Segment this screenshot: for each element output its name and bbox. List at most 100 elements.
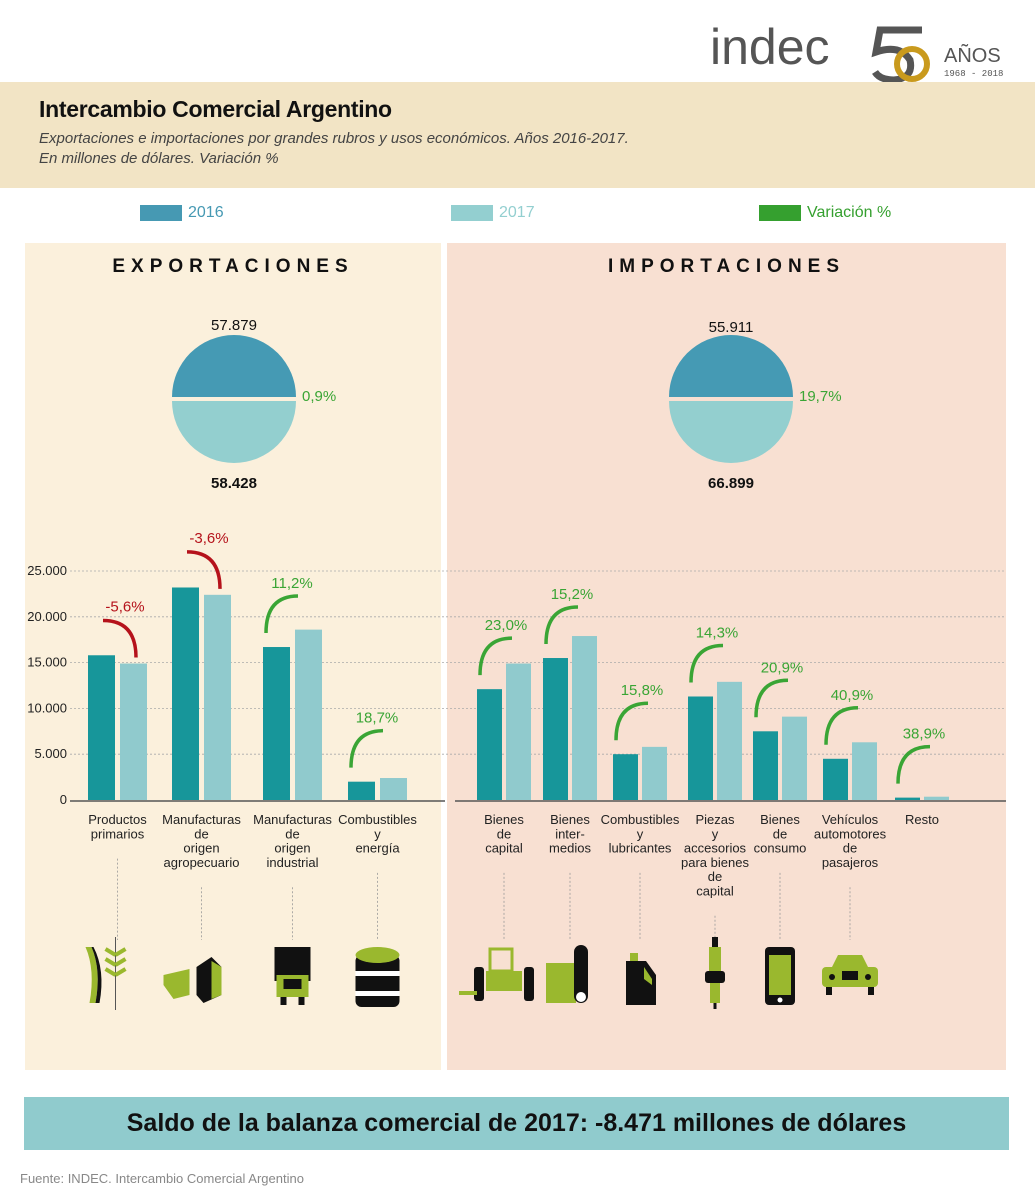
category-label: Piezas: [695, 812, 735, 827]
y-tick-label: 25.000: [27, 563, 67, 578]
variation-label: 18,7%: [356, 710, 399, 727]
page-title: Intercambio Comercial Argentino: [39, 96, 392, 122]
variation-arc: [614, 701, 649, 741]
bar-2016: [895, 797, 920, 800]
subtitle: Exportaciones e importaciones por grande…: [39, 130, 629, 147]
variation-label: -3,6%: [189, 530, 228, 547]
bar-2016: [172, 587, 199, 800]
category-label: y: [712, 826, 719, 841]
fish-wheat-icon: [85, 937, 127, 1010]
logo-years: 1968 - 2018: [944, 69, 1003, 79]
variation-arc: [824, 706, 859, 745]
variation-arc: [544, 605, 579, 645]
imports-variation: 19,7%: [799, 388, 842, 405]
category-label: energía: [355, 841, 400, 856]
category-label: para bienes: [681, 855, 749, 870]
variation-arc: [264, 594, 299, 634]
category-label: Bienes: [484, 812, 524, 827]
bar-2016: [543, 658, 568, 800]
logo-anos: AÑOS: [944, 43, 1001, 67]
source-note: Fuente: INDEC. Intercambio Comercial Arg…: [20, 1171, 304, 1186]
bar-2016: [688, 696, 713, 800]
variation-arc: [102, 618, 138, 658]
bar-2016: [823, 758, 848, 800]
bar-2017: [852, 742, 877, 800]
roll-icon: [546, 945, 588, 1003]
tractor-icon: [459, 947, 534, 1001]
category-label: Manufacturas: [162, 812, 241, 827]
legend-item-variation: Variación %: [759, 204, 891, 222]
legend-swatch: [451, 205, 493, 221]
category-label: industrial: [266, 855, 318, 870]
category-label: capital: [485, 841, 523, 856]
y-tick-label: 20.000: [27, 609, 67, 624]
category-label: Combustibles: [601, 812, 680, 827]
exports-pie: 57.879 58.428 0,9%: [172, 317, 336, 492]
legend-label: 2016: [188, 204, 224, 221]
category-label: Vehículos: [822, 812, 879, 827]
variation-label: 23,0%: [485, 617, 528, 634]
variation-label: 11,2%: [271, 575, 312, 592]
category-label: agropecuario: [164, 855, 240, 870]
exports-title: EXPORTACIONES: [112, 256, 354, 277]
legend-swatch: [759, 205, 801, 221]
category-label: consumo: [754, 841, 807, 856]
legend-item-2017: 2017: [451, 204, 535, 222]
category-label: Combustibles: [338, 812, 417, 827]
bar-2016: [753, 731, 778, 800]
category-label: Resto: [905, 812, 939, 827]
variation-label: 40,9%: [831, 687, 874, 704]
bar-2017: [295, 629, 322, 800]
category-label: de: [497, 826, 511, 841]
category-label: Manufacturas: [253, 812, 332, 827]
category-label: de: [194, 826, 208, 841]
imports-total-2017: 66.899: [708, 475, 754, 492]
bar-2017: [204, 594, 231, 800]
category-label: y: [374, 826, 381, 841]
variation-arc: [689, 643, 724, 683]
bar-2016: [263, 647, 290, 800]
logo-wordmark: indec: [710, 19, 830, 75]
category-label: Bienes: [760, 812, 800, 827]
bar-2016: [477, 689, 502, 800]
oil-jug-icon: [626, 953, 656, 1005]
variation-label: 14,3%: [696, 624, 739, 641]
variation-label: 15,8%: [621, 682, 664, 699]
variation-arc: [754, 678, 789, 718]
bar-2017: [506, 663, 531, 800]
category-label: origen: [183, 841, 219, 856]
car-icon: [822, 955, 878, 995]
bar-chart: 57.879 58.428 0,9% 55.911 66.899 19,7% 0…: [27, 317, 1006, 1010]
indec-50-logo: indec AÑOS 1968 - 2018: [700, 12, 1030, 84]
smartphone-icon: [765, 947, 795, 1005]
category-label: origen: [274, 841, 310, 856]
category-label: lubricantes: [609, 841, 672, 856]
category-label: de: [843, 841, 857, 856]
legend-label: Variación %: [807, 204, 892, 221]
y-tick-label: 0: [60, 792, 67, 807]
variation-label: 20,9%: [761, 659, 804, 676]
category-label: de: [708, 869, 722, 884]
category-label: accesorios: [684, 841, 747, 856]
exports-total-2016: 57.879: [211, 317, 257, 334]
category-label: de: [285, 826, 299, 841]
category-label: medios: [549, 841, 591, 856]
y-tick-label: 15.000: [27, 655, 67, 670]
exports-total-2017: 58.428: [211, 475, 257, 492]
legend-swatch: [140, 205, 182, 221]
category-label: capital: [696, 884, 734, 899]
trade-balance-banner: Saldo de la balanza comercial de 2017: -…: [24, 1097, 1009, 1150]
pie-half-2017: [669, 401, 793, 463]
oil-barrel-icon: [355, 947, 400, 1007]
category-label: automotores: [814, 826, 887, 841]
bar-2017: [380, 778, 407, 800]
variation-arc: [349, 728, 384, 768]
y-tick-label: 5.000: [34, 746, 67, 761]
bar-2017: [782, 716, 807, 800]
cheese-milk-carton-icon: [163, 957, 222, 1003]
truck-icon: [274, 947, 311, 1005]
subtitle-units: En millones de dólares. Variación %: [39, 150, 279, 167]
bar-2017: [572, 636, 597, 800]
bar-2016: [613, 754, 638, 800]
legend-item-2016: 2016: [140, 204, 224, 222]
